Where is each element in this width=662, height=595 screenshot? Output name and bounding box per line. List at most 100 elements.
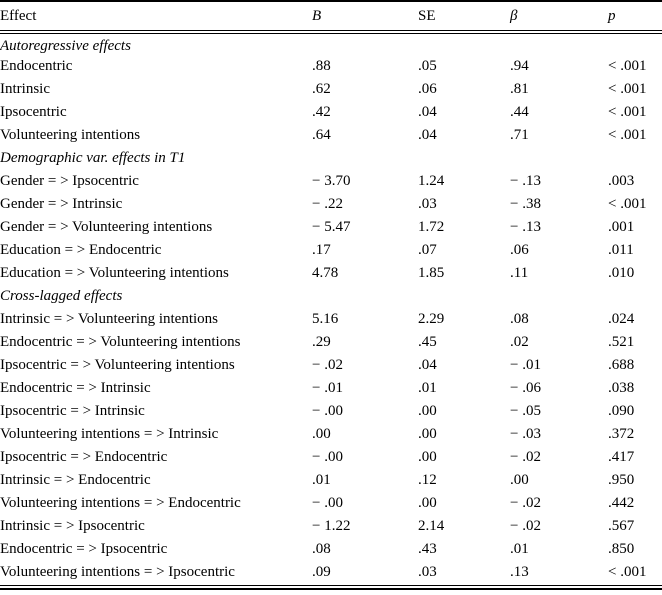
cell-p: < .001 [608,104,647,120]
cell-p: .011 [608,242,634,258]
cell-effect: Volunteering intentions = > Intrinsic [0,426,219,442]
table-row: Volunteering intentions = > Ipsocentric.… [0,561,662,584]
cell-B: .01 [312,472,331,488]
cell-B: − 3.70 [312,173,351,189]
cell-effect: Gender = > Volunteering intentions [0,219,213,235]
cell-effect: Gender = > Intrinsic [0,196,123,212]
cell-beta: .94 [510,58,529,74]
table-row: Gender = > Ipsocentric − 3.70 1.24 − .13 .00… [0,170,662,193]
table-body: Autoregressive effects Endocentric .88 .05.… [0,32,662,584]
cell-effect: Volunteering intentions [0,127,141,143]
cell-B: − .00 [312,403,343,419]
cell-p: .521 [608,334,635,350]
table-row: Gender = > Volunteering intentions − 5.47… [0,216,662,239]
cell-B: .00 [312,426,331,442]
cell-SE: .01 [418,380,437,396]
cell-effect: Education = > Volunteering intentions [0,265,229,281]
table-row: Ipsocentric .42 .04 .44 < .001 [0,101,662,124]
cell-beta: − .02 [510,495,541,511]
cell-B: .09 [312,564,331,580]
table-row: Gender = > Intrinsic − .22 .03 − .38 < .001 [0,193,662,216]
cell-beta: .11 [510,265,529,281]
table-row: Endocentric .88 .05 .94 < .001 [0,55,662,78]
cell-B: − 5.47 [312,219,351,235]
cell-effect: Education = > Endocentric [0,242,162,258]
section-header-row: Demographic var. effects in T1 [0,147,662,170]
table-row: Education = > Volunteering intentions 4.7… [0,262,662,285]
table-row: Education = > Endocentric .17 .07 .06 .011 [0,239,662,262]
cell-beta: − .05 [510,403,541,419]
table-row: Endocentric = > Intrinsic − .01 .01 − .06 .0… [0,377,662,400]
cell-beta: .01 [510,541,529,557]
cell-p: .567 [608,518,635,534]
table-row: Intrinsic .62 .06 .81 < .001 [0,78,662,101]
cell-effect: Volunteering intentions = > Ipsocentric [0,564,235,580]
cell-SE: .06 [418,81,437,97]
cell-beta: .08 [510,311,529,327]
section-title: Demographic var. effects in T1 [0,150,186,166]
cell-B: − 1.22 [312,518,351,534]
table-row: Intrinsic = > Ipsocentric − 1.22 2.14 − .02… [0,515,662,538]
cell-B: − .01 [312,380,343,396]
section-title: Autoregressive effects [0,38,131,54]
cell-beta: .06 [510,242,529,258]
cell-beta: .81 [510,81,529,97]
cell-beta: − .03 [510,426,541,442]
cell-SE: .43 [418,541,437,557]
cell-B: 4.78 [312,265,339,281]
cell-SE: .00 [418,495,437,511]
cell-p: .090 [608,403,635,419]
table-bottom-rule [0,585,662,590]
cell-SE: 1.24 [418,173,445,189]
cell-p: < .001 [608,81,647,97]
cell-beta: .13 [510,564,529,580]
cell-B: − .00 [312,449,343,465]
cell-SE: 1.72 [418,219,445,235]
section-header-row: Autoregressive effects [0,32,662,55]
cell-B: .88 [312,58,331,74]
table-row: Ipsocentric = > Endocentric − .00 .00 − .02… [0,446,662,469]
cell-beta: .00 [510,472,529,488]
cell-beta: − .02 [510,518,541,534]
cell-p: .024 [608,311,635,327]
cell-SE: .04 [418,357,437,373]
header-row: Effect B SE β p [0,0,662,34]
cell-p: .010 [608,265,635,281]
cell-B: − .22 [312,196,343,212]
section-title: Cross-lagged effects [0,288,123,304]
cell-SE: 2.14 [418,518,445,534]
cell-SE: .00 [418,403,437,419]
cell-effect: Ipsocentric = > Volunteering intentions [0,357,235,373]
cell-SE: .04 [418,104,437,120]
col-header-B: B [312,0,418,34]
cell-beta: − .06 [510,380,541,396]
cell-SE: .00 [418,449,437,465]
cell-B: − .02 [312,357,343,373]
cell-beta: − .02 [510,449,541,465]
table-row: Ipsocentric = > Volunteering intentions −… [0,354,662,377]
cell-B: .62 [312,81,331,97]
cell-B: 5.16 [312,311,339,327]
cell-SE: .00 [418,426,437,442]
cell-p: < .001 [608,127,647,143]
cell-p: < .001 [608,196,647,212]
table-row: Volunteering intentions = > Endocentric −… [0,492,662,515]
col-header-effect: Effect [0,0,312,34]
cell-B: .64 [312,127,331,143]
table-row: Ipsocentric = > Intrinsic − .00 .00 − .05 .0… [0,400,662,423]
cell-p: .688 [608,357,635,373]
cell-p: .038 [608,380,635,396]
cell-effect: Gender = > Ipsocentric [0,173,139,189]
table-row: Volunteering intentions = > Intrinsic .00… [0,423,662,446]
cell-effect: Endocentric [0,58,73,74]
cell-B: .42 [312,104,331,120]
cell-B: .17 [312,242,331,258]
cell-beta: .44 [510,104,529,120]
cell-B: − .00 [312,495,343,511]
cell-SE: .07 [418,242,437,258]
section-header-row: Cross-lagged effects [0,285,662,308]
cell-effect: Endocentric = > Ipsocentric [0,541,168,557]
cell-B: .08 [312,541,331,557]
col-header-beta: β [510,0,608,34]
